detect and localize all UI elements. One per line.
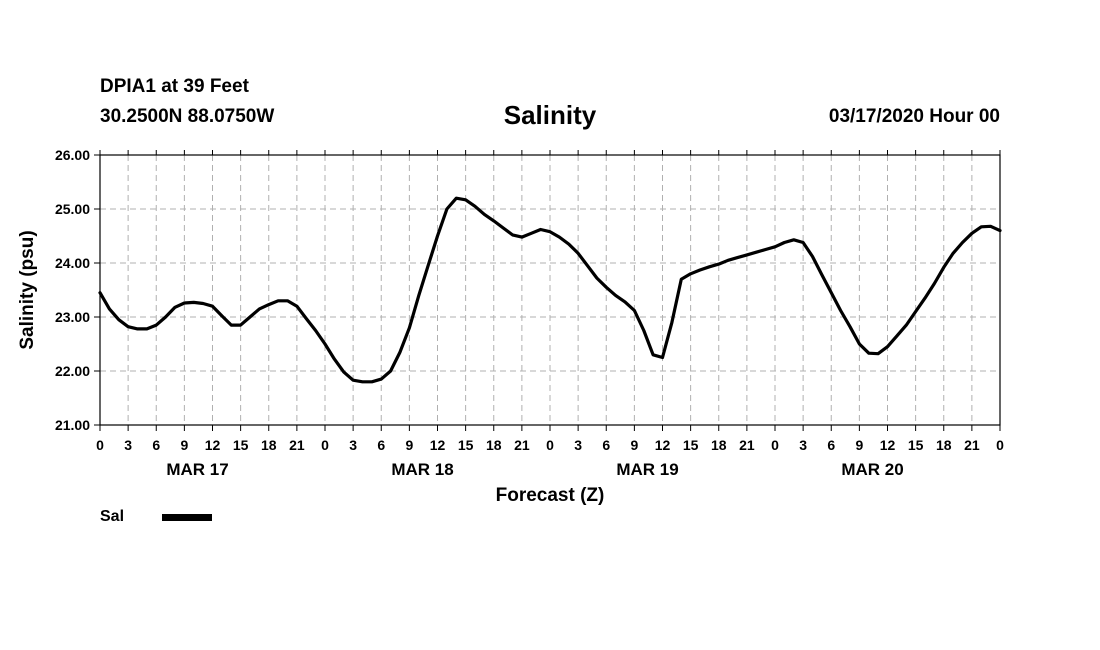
- x-tick-label: 3: [124, 437, 132, 453]
- x-tick-label: 12: [655, 437, 671, 453]
- x-tick-label: 9: [630, 437, 638, 453]
- x-tick-label: 6: [377, 437, 385, 453]
- y-tick-label: 25.00: [55, 201, 90, 217]
- x-tick-label: 18: [936, 437, 952, 453]
- x-tick-label: 6: [152, 437, 160, 453]
- chart-title: Salinity: [503, 100, 597, 130]
- x-tick-label: 0: [771, 437, 779, 453]
- x-tick-label: 3: [574, 437, 582, 453]
- day-label: MAR 17: [166, 460, 228, 479]
- x-tick-label: 0: [996, 437, 1004, 453]
- x-tick-label: 9: [855, 437, 863, 453]
- x-tick-label: 0: [321, 437, 329, 453]
- x-tick-label: 21: [739, 437, 755, 453]
- x-tick-label: 12: [205, 437, 221, 453]
- y-tick-label: 21.00: [55, 417, 90, 433]
- x-tick-label: 21: [964, 437, 980, 453]
- y-tick-label: 22.00: [55, 363, 90, 379]
- x-tick-label: 15: [908, 437, 924, 453]
- x-axis: 0 3 6 9 12 15 18 21 0 3 6 9 12 15 18 21 0 3 6 9 12 15 18 21 0 3 6 9…: [96, 150, 1004, 479]
- x-tick-label: 15: [683, 437, 699, 453]
- y-tick-label: 23.00: [55, 309, 90, 325]
- day-label: MAR 18: [391, 460, 453, 479]
- y-axis-label: Salinity (psu): [17, 230, 38, 349]
- x-tick-label: 15: [233, 437, 249, 453]
- x-tick-label: 18: [486, 437, 502, 453]
- series-layer: [98, 196, 1002, 384]
- coordinates-label: 30.2500N 88.0750W: [100, 106, 275, 127]
- x-tick-label: 12: [430, 437, 446, 453]
- day-label: MAR 20: [841, 460, 903, 479]
- grid-lines: [100, 155, 1000, 425]
- x-axis-label: Forecast (Z): [496, 485, 605, 506]
- x-tick-label: 0: [546, 437, 554, 453]
- legend-swatch: [162, 513, 212, 521]
- x-tick-label: 0: [96, 437, 104, 453]
- y-axis: 21.00 22.00 23.00 24.00 25.00 26.00: [55, 147, 100, 433]
- x-tick-label: 6: [827, 437, 835, 453]
- plot-frame: [99, 154, 1001, 426]
- y-tick-label: 26.00: [55, 147, 90, 163]
- forecast-datetime: 03/17/2020 Hour 00: [828, 106, 1000, 127]
- x-tick-label: 9: [180, 437, 188, 453]
- x-tick-label: 21: [289, 437, 305, 453]
- legend-label: Sal: [100, 508, 125, 525]
- x-tick-label: 3: [799, 437, 807, 453]
- series-line-sal: [98, 196, 1002, 384]
- x-tick-label: 15: [458, 437, 474, 453]
- x-tick-label: 12: [880, 437, 896, 453]
- station-label: DPIA1 at 39 Feet: [100, 76, 249, 97]
- x-tick-label: 6: [602, 437, 610, 453]
- legend: Sal: [100, 508, 212, 526]
- x-tick-label: 18: [711, 437, 727, 453]
- day-label: MAR 19: [616, 460, 678, 479]
- x-tick-label: 3: [349, 437, 357, 453]
- x-tick-label: 18: [261, 437, 277, 453]
- x-tick-label: 21: [514, 437, 530, 453]
- x-tick-label: 9: [405, 437, 413, 453]
- y-tick-label: 24.00: [55, 255, 90, 271]
